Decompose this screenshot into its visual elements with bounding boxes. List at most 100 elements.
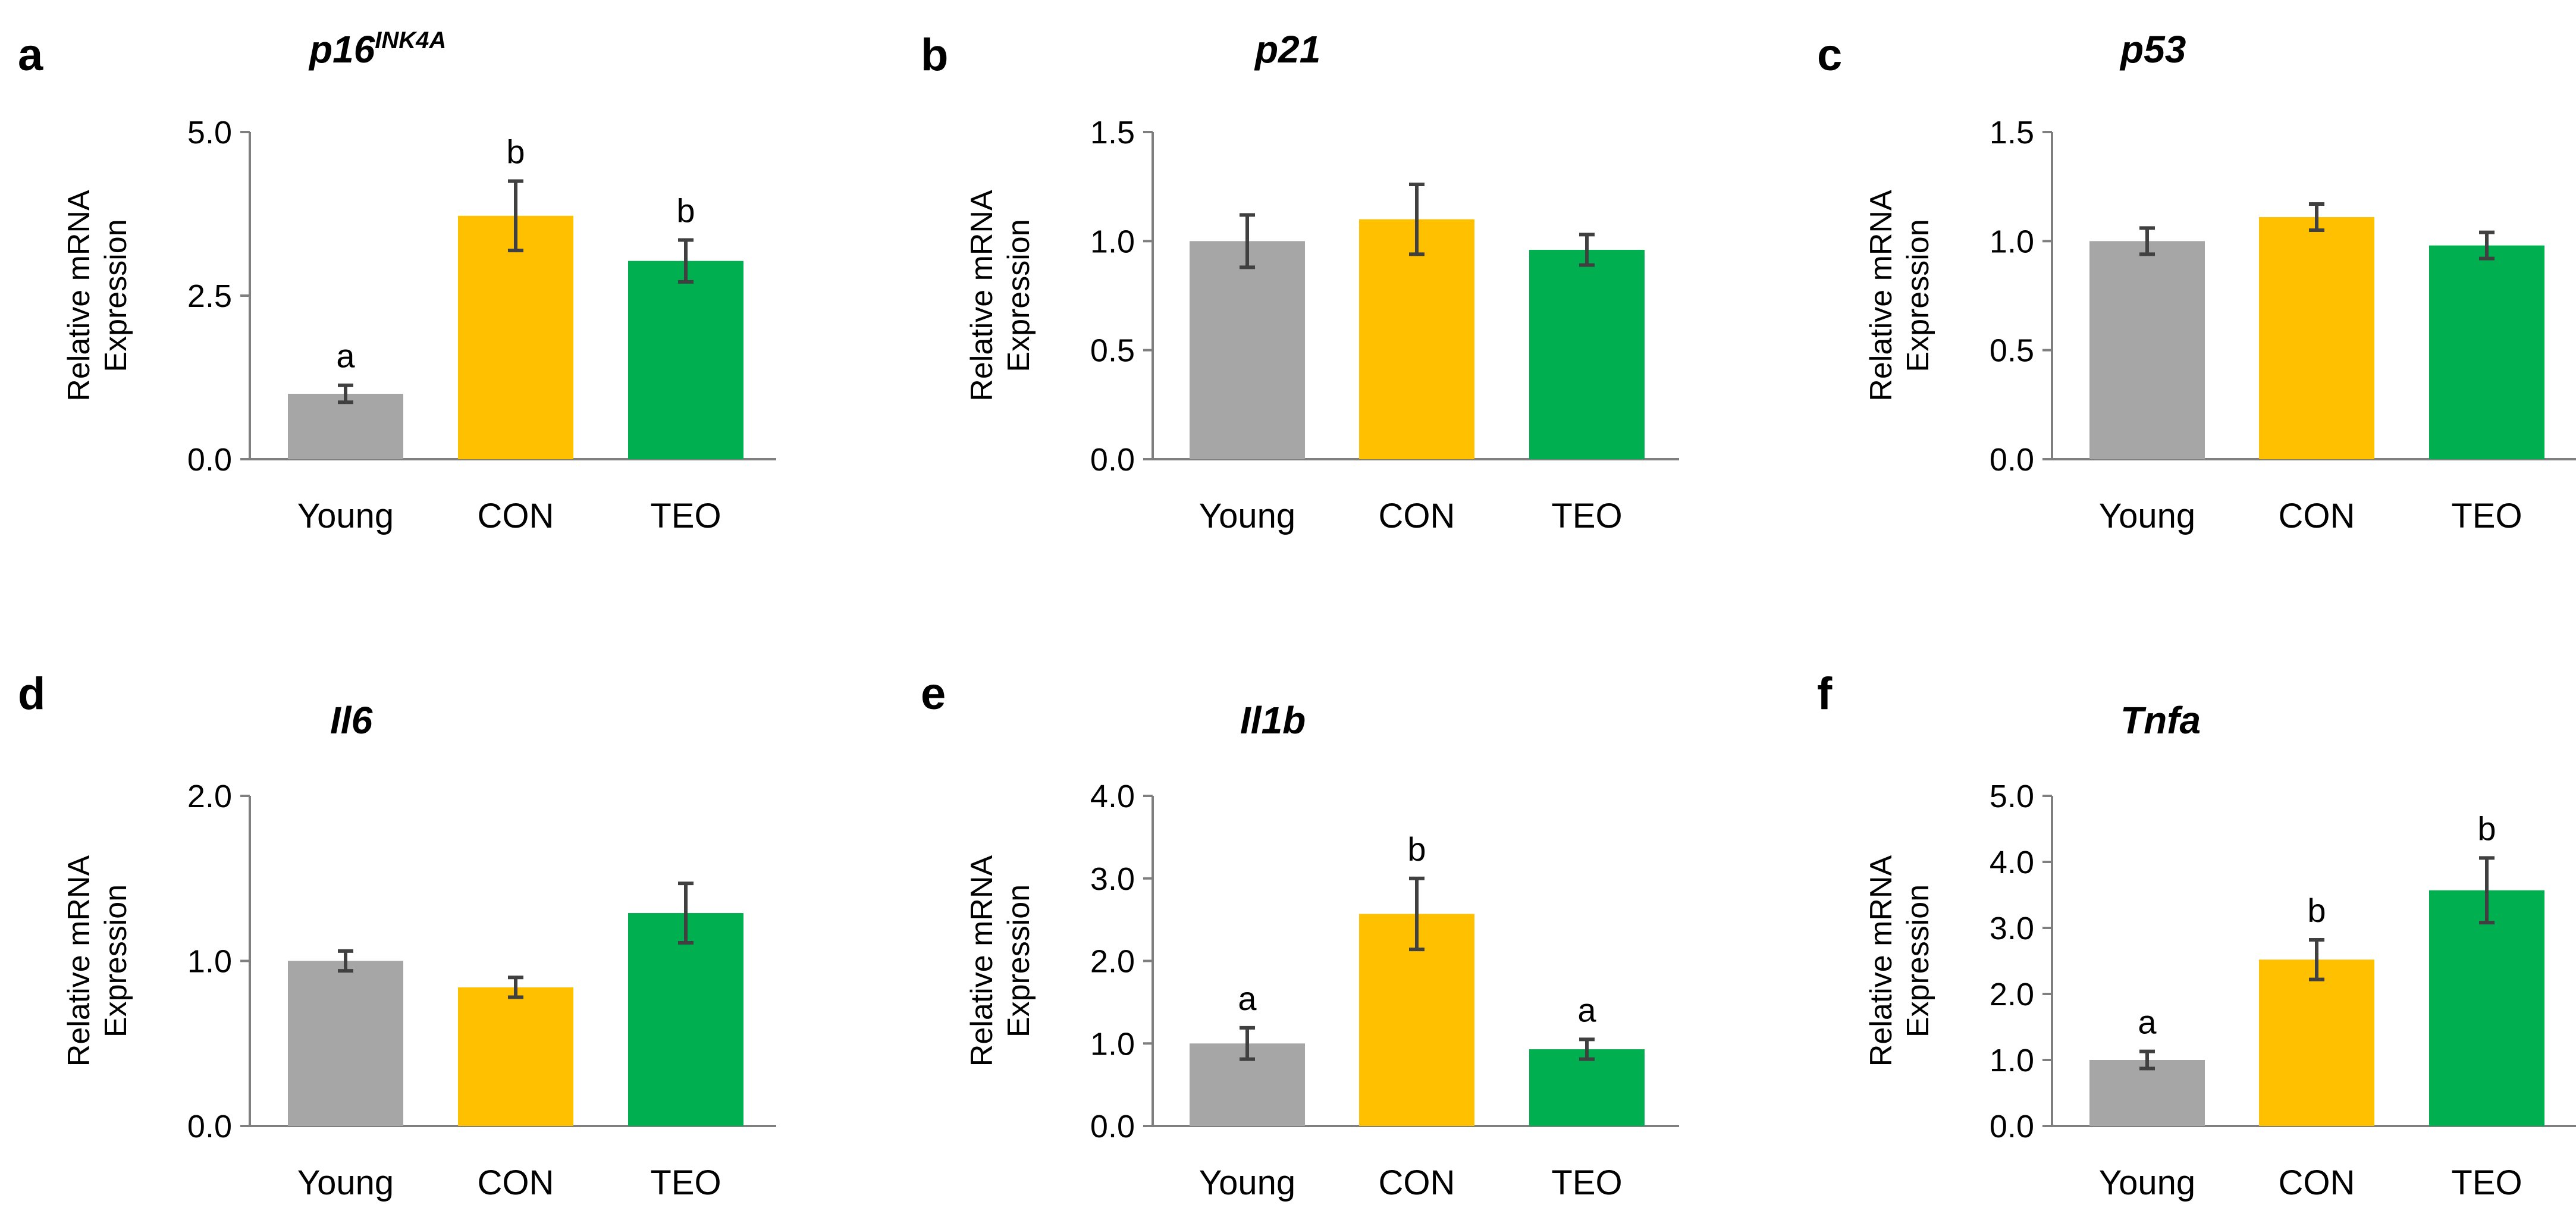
x-category-label: TEO xyxy=(1551,497,1622,535)
y-tick-label: 1.5 xyxy=(1090,115,1135,150)
gene-title-main: Il1b xyxy=(1240,699,1306,742)
bar-con xyxy=(458,987,573,1126)
y-tick-label: 2.0 xyxy=(1090,944,1135,980)
significance-letter: b xyxy=(2307,892,2326,929)
gene-title-main: p16 xyxy=(308,28,375,71)
bar-teo xyxy=(628,261,743,459)
y-tick-label: 1.0 xyxy=(187,944,232,980)
x-category-label: TEO xyxy=(650,497,721,535)
gene-title: p16INK4A xyxy=(308,27,446,71)
y-tick-label: 0.0 xyxy=(1990,1109,2034,1144)
gene-title: Il6 xyxy=(330,699,373,742)
panel-d: d Il6 Relative mRNAExpression 0.0 1.0 2.0 Youn… xyxy=(18,669,776,1202)
panel-letter: d xyxy=(18,669,45,719)
panel-e: e Il1b Relative mRNAExpression 0.0 1.0 2.0 3.0… xyxy=(921,669,1679,1202)
y-axis-label-line: Relative mRNA xyxy=(62,190,96,402)
y-tick-label: 3.0 xyxy=(1990,911,2034,946)
y-tick-label: 0.5 xyxy=(1990,333,2034,369)
y-axis-label-line: Relative mRNA xyxy=(62,855,96,1067)
bar-teo xyxy=(2429,890,2544,1126)
y-tick-label: 5.0 xyxy=(187,115,232,150)
bar-young xyxy=(2089,1060,2205,1126)
gene-title-main: Tnfa xyxy=(2120,699,2201,742)
bar-young xyxy=(1190,241,1305,459)
y-axis-label-line: Relative mRNA xyxy=(1864,855,1899,1067)
y-tick-label: 1.5 xyxy=(1990,115,2034,150)
y-tick-label: 0.0 xyxy=(187,442,232,478)
x-category-label: TEO xyxy=(1551,1163,1622,1202)
x-category-label: CON xyxy=(2279,497,2355,535)
y-tick-label: 1.0 xyxy=(1990,224,2034,259)
y-axis-label: Relative mRNAExpression xyxy=(965,190,1036,402)
gene-title-main: p53 xyxy=(2119,28,2186,71)
x-category-label: CON xyxy=(478,1163,554,1202)
panel-a: a p16INK4A Relative mRNAExpression 0.0 2.5 5.… xyxy=(18,27,776,535)
gene-title-main: p21 xyxy=(1254,28,1320,71)
panel-letter: f xyxy=(1817,669,1833,719)
panel-letter: b xyxy=(921,30,948,80)
significance-letter: a xyxy=(1238,980,1257,1017)
y-axis-label: Relative mRNAExpression xyxy=(1864,855,1935,1067)
bar-young xyxy=(288,394,403,459)
panel-f: f Tnfa Relative mRNAExpression 0.0 1.0 2.0 3.0… xyxy=(1817,669,2576,1202)
y-tick-label: 4.0 xyxy=(1090,779,1135,814)
y-tick-label: 1.0 xyxy=(1990,1043,2034,1078)
x-category-label: Young xyxy=(1199,497,1295,535)
gene-title: p21 xyxy=(1254,28,1320,71)
bar-con xyxy=(2259,217,2374,459)
x-category-label: CON xyxy=(1379,497,1455,535)
bar-con xyxy=(458,215,573,459)
significance-letter: b xyxy=(2477,810,2496,847)
x-category-label: CON xyxy=(1379,1163,1455,1202)
y-axis-label: Relative mRNAExpression xyxy=(62,190,133,402)
y-axis-label-line: Relative mRNA xyxy=(965,855,999,1067)
x-category-label: TEO xyxy=(650,1163,721,1202)
significance-letter: b xyxy=(676,192,695,230)
x-category-label: CON xyxy=(2279,1163,2355,1202)
x-category-label: Young xyxy=(2099,497,2195,535)
bar-young xyxy=(288,961,403,1126)
gene-title: Tnfa xyxy=(2120,699,2201,742)
y-tick-label: 1.0 xyxy=(1090,224,1135,259)
x-category-label: TEO xyxy=(2451,1163,2522,1202)
bar-con xyxy=(1359,219,1474,459)
bar-teo xyxy=(1529,1049,1645,1126)
x-category-label: Young xyxy=(2099,1163,2195,1202)
significance-letter: a xyxy=(2138,1003,2157,1041)
y-tick-label: 2.5 xyxy=(187,278,232,314)
y-tick-label: 2.0 xyxy=(1990,977,2034,1012)
bar-young xyxy=(2089,241,2205,459)
x-category-label: Young xyxy=(297,1163,394,1202)
y-axis-label: Relative mRNAExpression xyxy=(965,855,1036,1067)
y-tick-label: 4.0 xyxy=(1990,845,2034,880)
x-category-label: CON xyxy=(478,497,554,535)
y-tick-label: 5.0 xyxy=(1990,779,2034,814)
y-axis-label-line: Expression xyxy=(1002,884,1036,1037)
gene-title: Il1b xyxy=(1240,699,1306,742)
y-tick-label: 0.0 xyxy=(1090,1109,1135,1144)
y-axis-label-line: Relative mRNA xyxy=(965,190,999,402)
panel-letter: c xyxy=(1817,30,1842,80)
y-axis-label-line: Expression xyxy=(99,219,133,372)
y-axis-label-line: Expression xyxy=(1901,884,1935,1037)
y-tick-label: 0.5 xyxy=(1090,333,1135,369)
significance-letter: a xyxy=(336,337,355,375)
y-axis-label: Relative mRNAExpression xyxy=(1864,190,1935,402)
panel-b: b p21 Relative mRNAExpression 0.0 0.5 1.0 1.5 Y… xyxy=(921,28,1679,535)
bar-teo xyxy=(2429,245,2544,459)
y-axis-label-line: Expression xyxy=(99,884,133,1037)
bar-con xyxy=(2259,959,2374,1126)
y-axis-label: Relative mRNAExpression xyxy=(62,855,133,1067)
y-tick-label: 1.0 xyxy=(1090,1026,1135,1062)
y-axis-label-line: Relative mRNA xyxy=(1864,190,1899,402)
y-axis-label-line: Expression xyxy=(1901,219,1935,372)
significance-letter: b xyxy=(1407,830,1426,868)
bar-teo xyxy=(1529,250,1645,459)
bar-teo xyxy=(628,913,743,1126)
gene-title-main: Il6 xyxy=(330,699,373,742)
x-category-label: TEO xyxy=(2451,497,2522,535)
significance-letter: b xyxy=(506,133,525,171)
y-tick-label: 3.0 xyxy=(1090,861,1135,897)
gene-title-superscript: INK4A xyxy=(375,27,446,54)
panel-letter: e xyxy=(921,669,946,719)
